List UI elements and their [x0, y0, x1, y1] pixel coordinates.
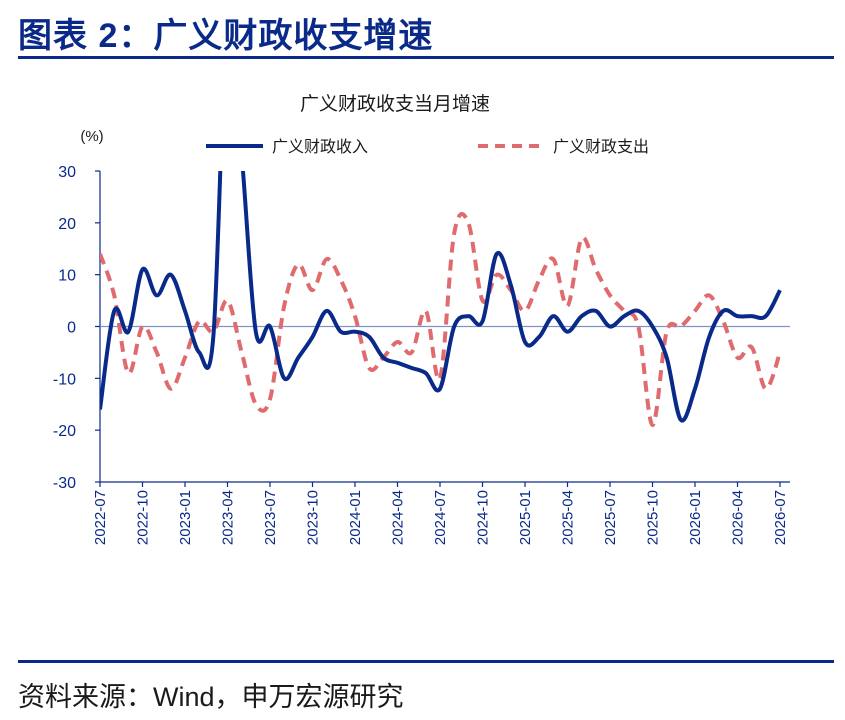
- series-group: [100, 171, 782, 428]
- y-axis-unit: (%): [80, 128, 103, 145]
- series-line-expense: [100, 212, 782, 428]
- y-tick-label: 30: [58, 164, 76, 181]
- bottom-divider: [18, 660, 834, 663]
- x-tick-label: 2022-07: [92, 490, 109, 545]
- legend-label-expense: 广义财政支出: [553, 138, 649, 156]
- x-tick-label: 2025-01: [517, 490, 534, 545]
- x-tick-label: 2023-07: [262, 490, 279, 545]
- x-tick-label: 2024-10: [475, 490, 492, 545]
- source-note: 资料来源：Wind，申万宏源研究: [18, 682, 404, 712]
- figure-title: 图表 2：广义财政收支增速: [18, 17, 434, 55]
- chart-title: 广义财政收支当月增速: [300, 93, 490, 115]
- x-tick-label: 2024-04: [390, 490, 407, 545]
- x-tick-label: 2024-01: [347, 490, 364, 545]
- x-tick-label: 2023-04: [220, 490, 237, 545]
- y-tick-label: 10: [58, 268, 76, 285]
- y-tick-label: -10: [53, 371, 76, 388]
- x-tick-label: 2026-07: [772, 490, 789, 545]
- x-tick-label: 2025-04: [560, 490, 577, 545]
- line-chart: 广义财政收支当月增速 (%) 广义财政收入 广义财政支出 -30 -20 -10 0 1…: [53, 93, 790, 545]
- x-tick-label: 2023-10: [305, 490, 322, 545]
- y-axis: -30 -20 -10 0 10 20 30: [53, 164, 101, 492]
- legend-label-income: 广义财政收入: [272, 138, 368, 156]
- x-tick-label: 2023-01: [177, 490, 194, 545]
- x-tick-label: 2025-10: [645, 490, 662, 545]
- y-tick-label: -30: [53, 475, 76, 492]
- legend: 广义财政收入 广义财政支出: [206, 138, 649, 156]
- series-line-income: [100, 171, 782, 423]
- x-tick-label: 2026-04: [730, 490, 747, 545]
- y-tick-label: 20: [58, 216, 76, 233]
- x-tick-label: 2025-07: [602, 490, 619, 545]
- x-tick-label: 2022-10: [135, 490, 152, 545]
- y-tick-label: 0: [67, 320, 76, 337]
- x-tick-label: 2024-07: [432, 490, 449, 545]
- x-tick-label: 2026-01: [687, 490, 704, 545]
- y-tick-label: -20: [53, 423, 76, 440]
- top-divider: [18, 56, 834, 59]
